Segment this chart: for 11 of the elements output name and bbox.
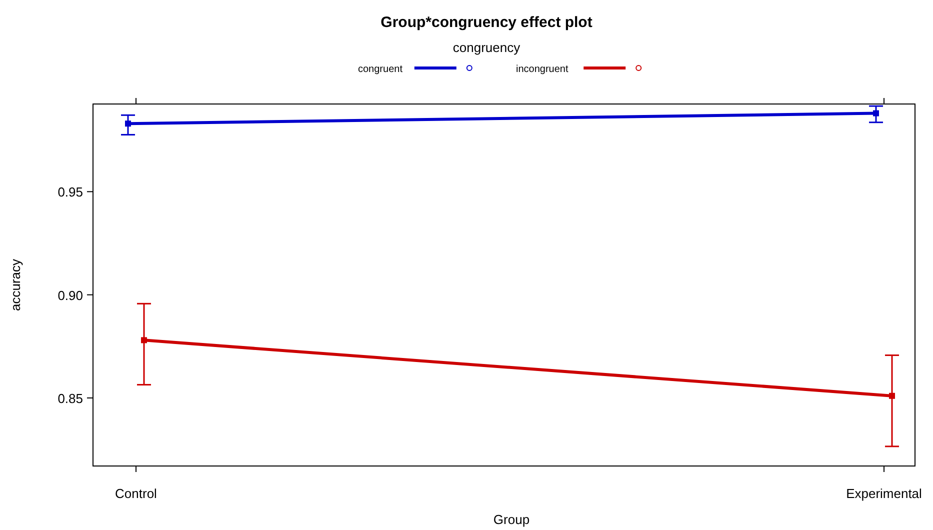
y-tick-label: 0.85 bbox=[58, 390, 83, 406]
x-tick-label: Control bbox=[115, 486, 158, 501]
y-tick-label: 0.90 bbox=[58, 288, 83, 303]
chart-title: Group*congruency effect plot bbox=[380, 14, 592, 31]
legend-label: congruent bbox=[358, 64, 403, 75]
x-tick-label: Experimental bbox=[846, 486, 922, 501]
x-axis-title: Group bbox=[493, 512, 530, 527]
legend-label: incongruent bbox=[516, 64, 568, 75]
legend-title: congruency bbox=[452, 40, 521, 55]
y-tick-label: 0.95 bbox=[58, 184, 83, 200]
y-axis-title: accuracy bbox=[8, 258, 23, 312]
